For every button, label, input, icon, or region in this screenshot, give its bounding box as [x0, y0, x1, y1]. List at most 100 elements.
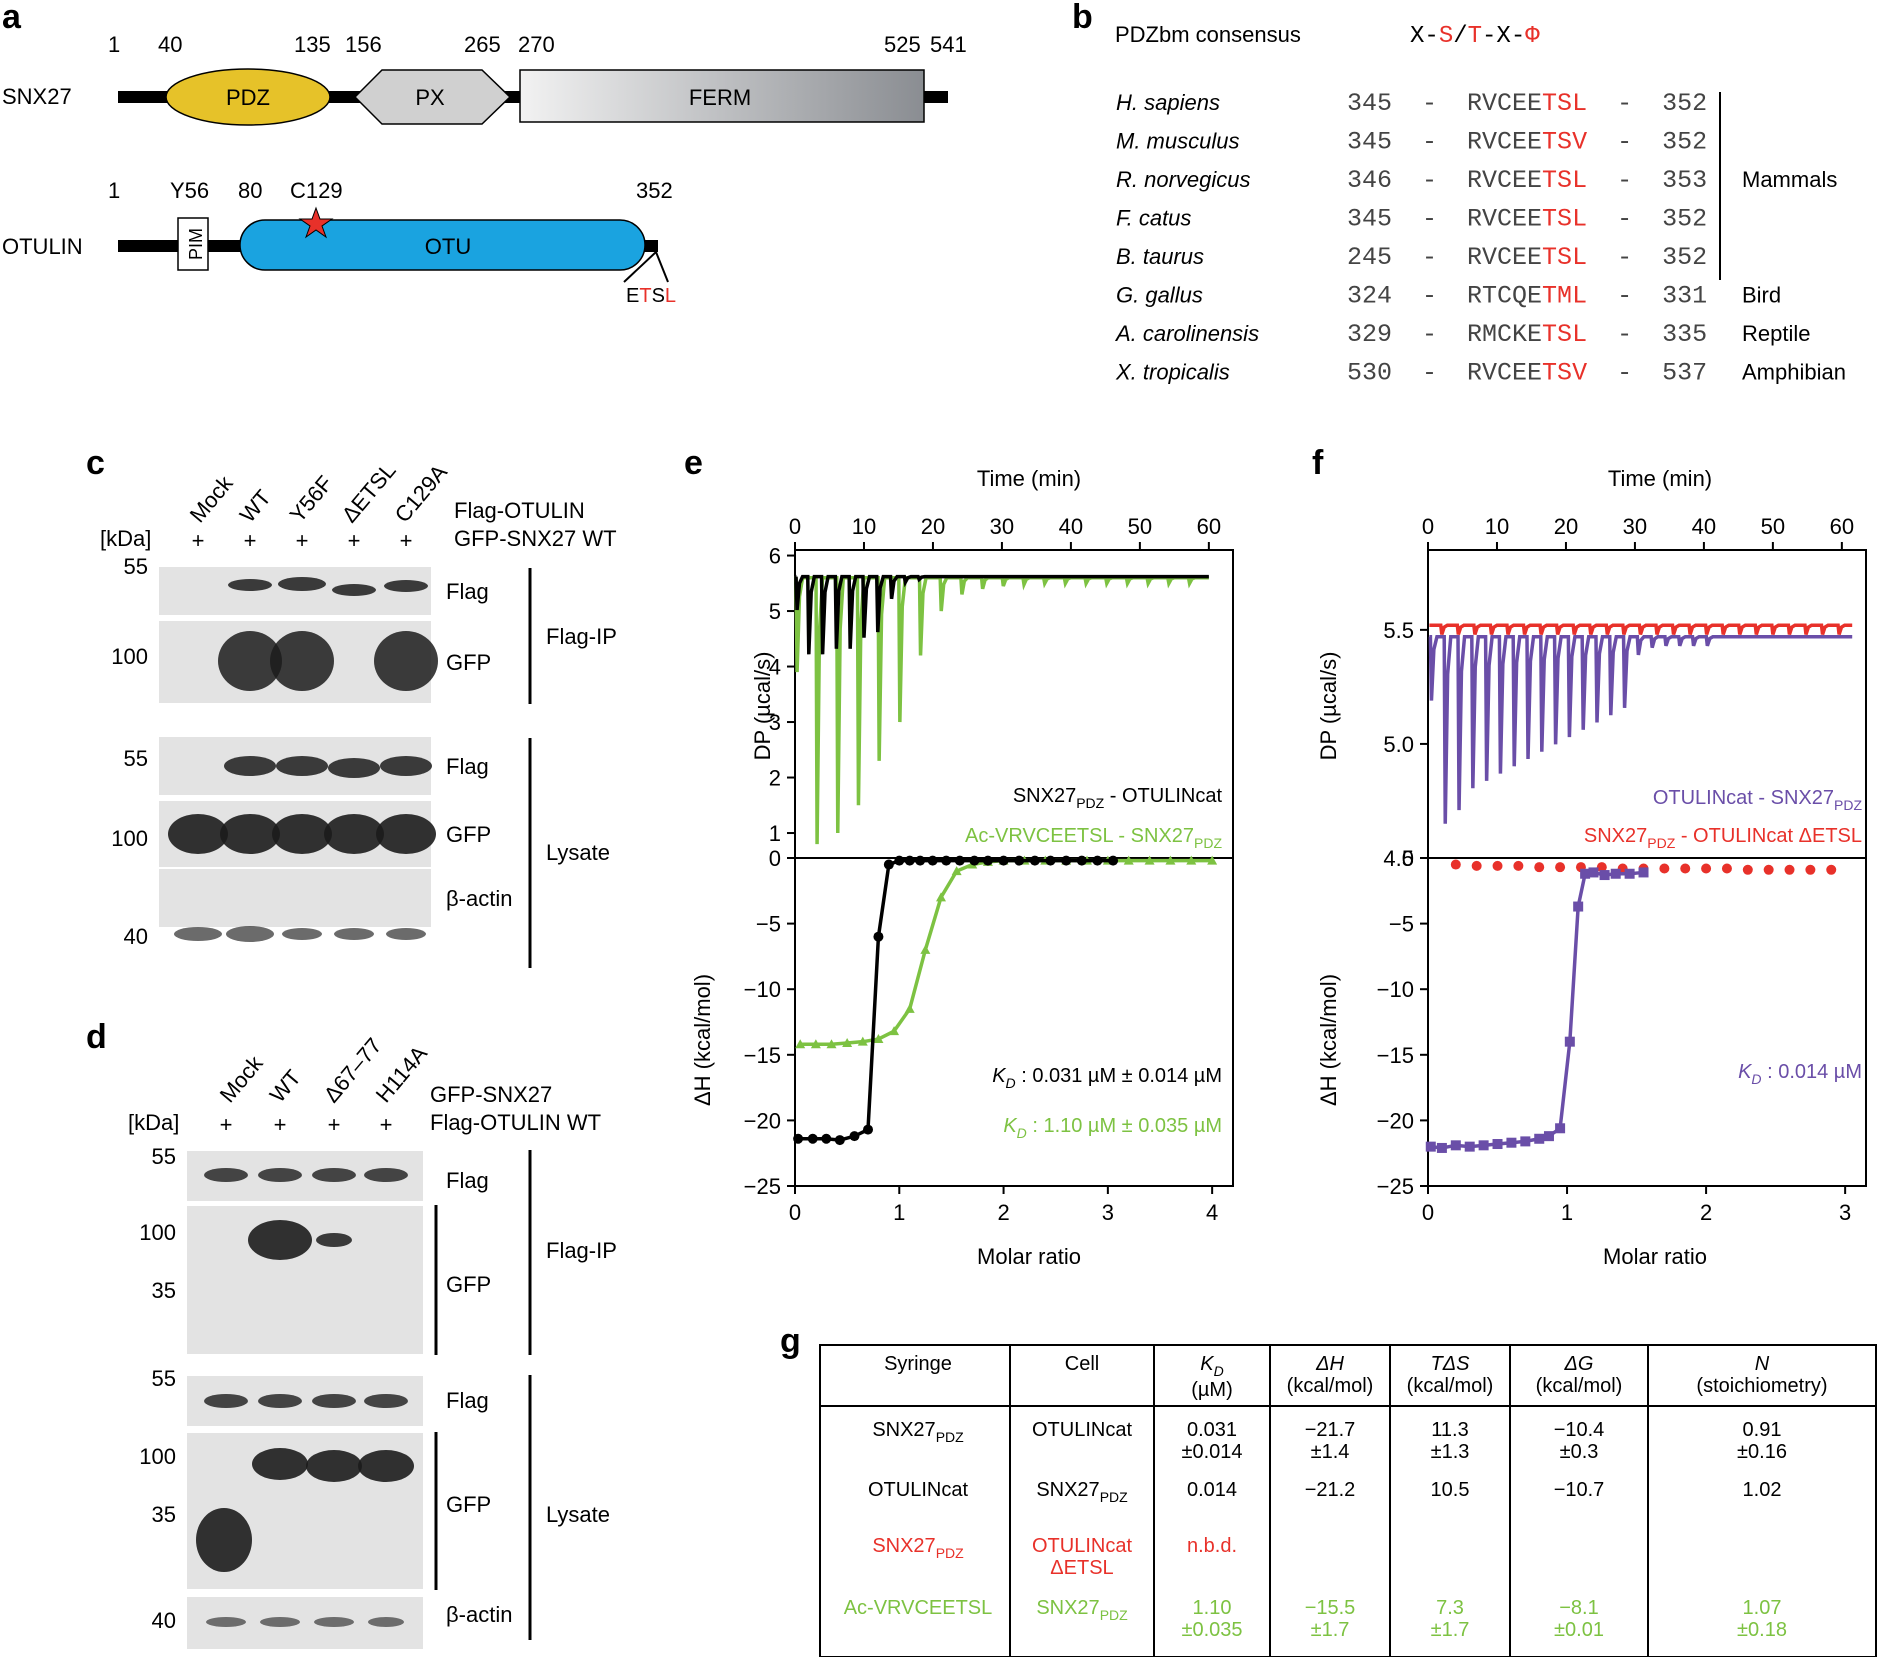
cell-n: 1.02 [1743, 1479, 1782, 1501]
panel-g: g Syringe Cell KD (µM) ΔH (kcal/mol) TΔS… [780, 1322, 1877, 1658]
blot-label: Flag [446, 1388, 489, 1413]
mw-marker: 100 [111, 644, 148, 669]
cell-dh: −21.7 [1305, 1419, 1356, 1441]
panel-e-letter: e [684, 444, 703, 482]
mw-marker: 40 [152, 1608, 176, 1633]
data-point [1555, 862, 1566, 873]
data-point [1061, 855, 1072, 866]
time-tick-label: 10 [852, 514, 876, 539]
fit-line [798, 858, 1114, 1142]
data-point [1471, 860, 1482, 871]
blot-band [258, 1168, 302, 1182]
time-tick-label: 20 [1554, 514, 1578, 539]
data-point [883, 859, 894, 870]
time-tick-label: 50 [1128, 514, 1152, 539]
data-point [1092, 855, 1103, 866]
plus-sign: + [296, 528, 309, 553]
dp-tick-label: 2 [769, 766, 781, 791]
alignment-row: G. gallus 324 - RTCQETML - 331 Bird [1116, 282, 1781, 311]
blot-membrane [157, 867, 433, 929]
data-point [842, 1037, 853, 1047]
consensus-label: PDZbm consensus [1115, 22, 1301, 47]
alignment-row: B. taurus 245 - RVCEETSL - 352 [1116, 243, 1707, 272]
blot-band [380, 756, 432, 776]
blot-label: Flag [446, 1168, 489, 1193]
blot-label: GFP [446, 1272, 491, 1297]
g-head-n: N [1755, 1353, 1770, 1375]
cell-dh: −15.5 [1305, 1597, 1356, 1619]
blot-label: GFP [446, 650, 491, 675]
blot-band [248, 1220, 312, 1260]
table-row: OTULINcat SNX27PDZ 0.014 −21.2 10.5 −10.7 1.02 [868, 1479, 1781, 1505]
species-name: G. gallus [1116, 283, 1203, 308]
px-domain [353, 69, 512, 125]
g-head-dh: ΔH [1315, 1353, 1344, 1375]
blot-band [386, 928, 426, 940]
cell-cell: OTULINcat [1032, 1535, 1132, 1557]
time-tick-label: 30 [990, 514, 1014, 539]
g-head-syringe: Syringe [884, 1353, 952, 1375]
sequence: 345 - RVCEETSL - 352 [1347, 205, 1707, 234]
c-lane-mock: Mock [185, 470, 239, 527]
cell-kd-err: ±0.014 [1181, 1441, 1242, 1463]
cell-dg: −8.1 [1559, 1597, 1598, 1619]
y-tick-label: 0 [769, 846, 781, 871]
dp-tick-label: 5.0 [1383, 732, 1414, 757]
x-tick-label: 4 [1206, 1200, 1218, 1225]
y-tick-label: −15 [744, 1043, 781, 1068]
data-point [1450, 1140, 1461, 1151]
e-x-label: Molar ratio [977, 1244, 1081, 1269]
snx27-pos-156: 156 [345, 32, 382, 57]
otulin-pos-y56: Y56 [170, 178, 209, 203]
data-point [807, 1133, 818, 1144]
g-head-tds-unit: (kcal/mol) [1407, 1375, 1494, 1397]
data-point [904, 1003, 915, 1013]
panel-d: d Mock WT Δ67–77 H114A GFP-SNX27 [kDa] F… [86, 1018, 617, 1651]
data-point [873, 1034, 884, 1044]
cell-syringe: SNX27PDZ [872, 1419, 964, 1445]
isotherm-frame [794, 857, 1234, 1187]
mw-marker: 55 [152, 1144, 176, 1169]
d-lane-mock: Mock [215, 1050, 269, 1107]
blot-label: Flag [446, 754, 489, 779]
blot-band [226, 926, 274, 942]
blot-band [204, 1394, 248, 1408]
data-point [1573, 901, 1584, 912]
data-point [936, 892, 946, 902]
blot-band [260, 1617, 300, 1627]
data-point [1478, 1140, 1489, 1151]
f-x-label: Molar ratio [1603, 1244, 1707, 1269]
sequence: 346 - RVCEETSL - 353 [1347, 166, 1707, 195]
cell-cell: OTULINcat [1032, 1419, 1132, 1441]
cell-kd: 1.10 [1193, 1597, 1232, 1619]
ferm-domain-label: FERM [689, 85, 751, 110]
c-kda: [kDa] [100, 526, 151, 551]
isotherm-frame [1427, 857, 1867, 1187]
data-point [1564, 1036, 1575, 1047]
cell-dg-err: ±0.01 [1554, 1619, 1604, 1641]
data-point [834, 1135, 845, 1146]
consensus-motif: X-S/T-X-Φ [1410, 23, 1540, 50]
blot-band [364, 1394, 408, 1408]
group-label: Mammals [1742, 167, 1837, 192]
x-tick-label: 3 [1839, 1200, 1851, 1225]
panel-a: a 1 40 135 156 265 270 525 541 SNX27 PDZ… [2, 0, 967, 307]
panel-b: b PDZbm consensus X-S/T-X-Φ H. sapiens 34… [1072, 0, 1846, 388]
dp-tick-label: 4.5 [1383, 846, 1414, 871]
data-point [821, 1133, 832, 1144]
data-point [1580, 868, 1591, 879]
c-row2-label: GFP-SNX27 WT [454, 526, 617, 551]
data-point [1450, 859, 1461, 870]
c-lane-y56f: Y56F [285, 471, 338, 527]
pdz-domain-label: PDZ [226, 85, 270, 110]
data-point [1805, 864, 1816, 875]
px-domain-label: PX [415, 85, 445, 110]
blot-label: Flag [446, 579, 489, 604]
snx27-pos-265: 265 [464, 32, 501, 57]
blot-band [220, 814, 280, 854]
sequence: 345 - RVCEETSV - 352 [1347, 128, 1707, 157]
cell-dg-err: ±0.3 [1560, 1441, 1599, 1463]
g-head-n-unit: (stoichiometry) [1696, 1375, 1827, 1397]
